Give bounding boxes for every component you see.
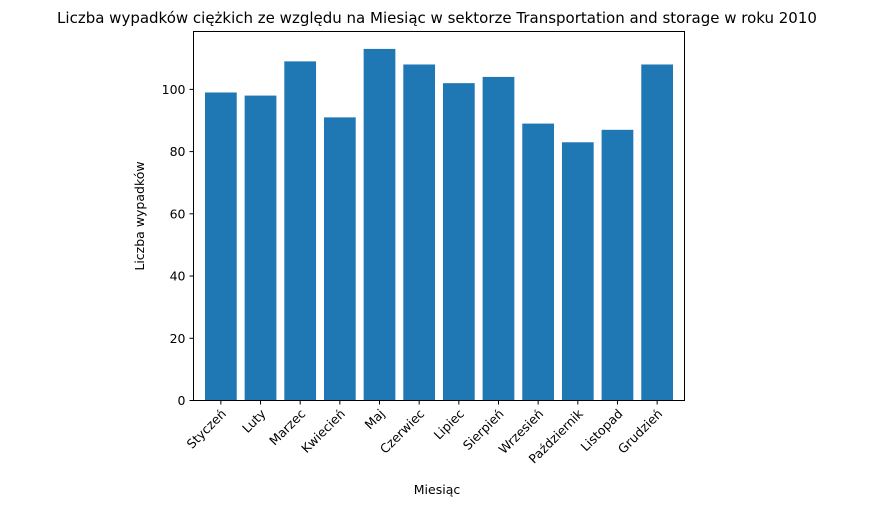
x-axis-label: Miesiąc xyxy=(414,482,461,497)
plot-frame xyxy=(193,31,685,401)
bar-listopad xyxy=(601,129,634,401)
bar-kwiecień xyxy=(323,117,356,401)
bar-lipiec xyxy=(442,83,475,401)
bars-group xyxy=(205,48,673,401)
y-tick-label: 0 xyxy=(178,393,186,408)
bar-grudzień xyxy=(641,64,673,401)
y-tick-label: 100 xyxy=(162,82,186,97)
bar-maj xyxy=(363,48,396,401)
bar-wrzesień xyxy=(522,123,555,401)
bar-czerwiec xyxy=(403,64,436,401)
y-axis: 0 20 40 60 80 100 xyxy=(162,82,194,408)
y-tick-label: 40 xyxy=(170,269,186,284)
x-tick-label: Kwiecień xyxy=(298,406,348,456)
x-tick-label: Maj xyxy=(362,406,388,432)
x-tick-label: Luty xyxy=(239,406,269,436)
bar-sierpień xyxy=(482,76,515,401)
bar-styczeń xyxy=(205,92,237,401)
x-tick-label: Lipiec xyxy=(431,406,467,442)
y-tick-label: 80 xyxy=(170,144,186,159)
bar-luty xyxy=(244,95,277,401)
bar-marzec xyxy=(284,61,317,401)
y-tick-label: 20 xyxy=(170,331,186,346)
y-axis-label: Liczba wypadków xyxy=(132,161,147,270)
chart-title: Liczba wypadków ciężkich ze względu na M… xyxy=(57,9,817,27)
x-tick-label: Styczeń xyxy=(184,406,229,451)
bar-październik xyxy=(561,142,594,401)
y-tick-label: 60 xyxy=(170,206,186,221)
